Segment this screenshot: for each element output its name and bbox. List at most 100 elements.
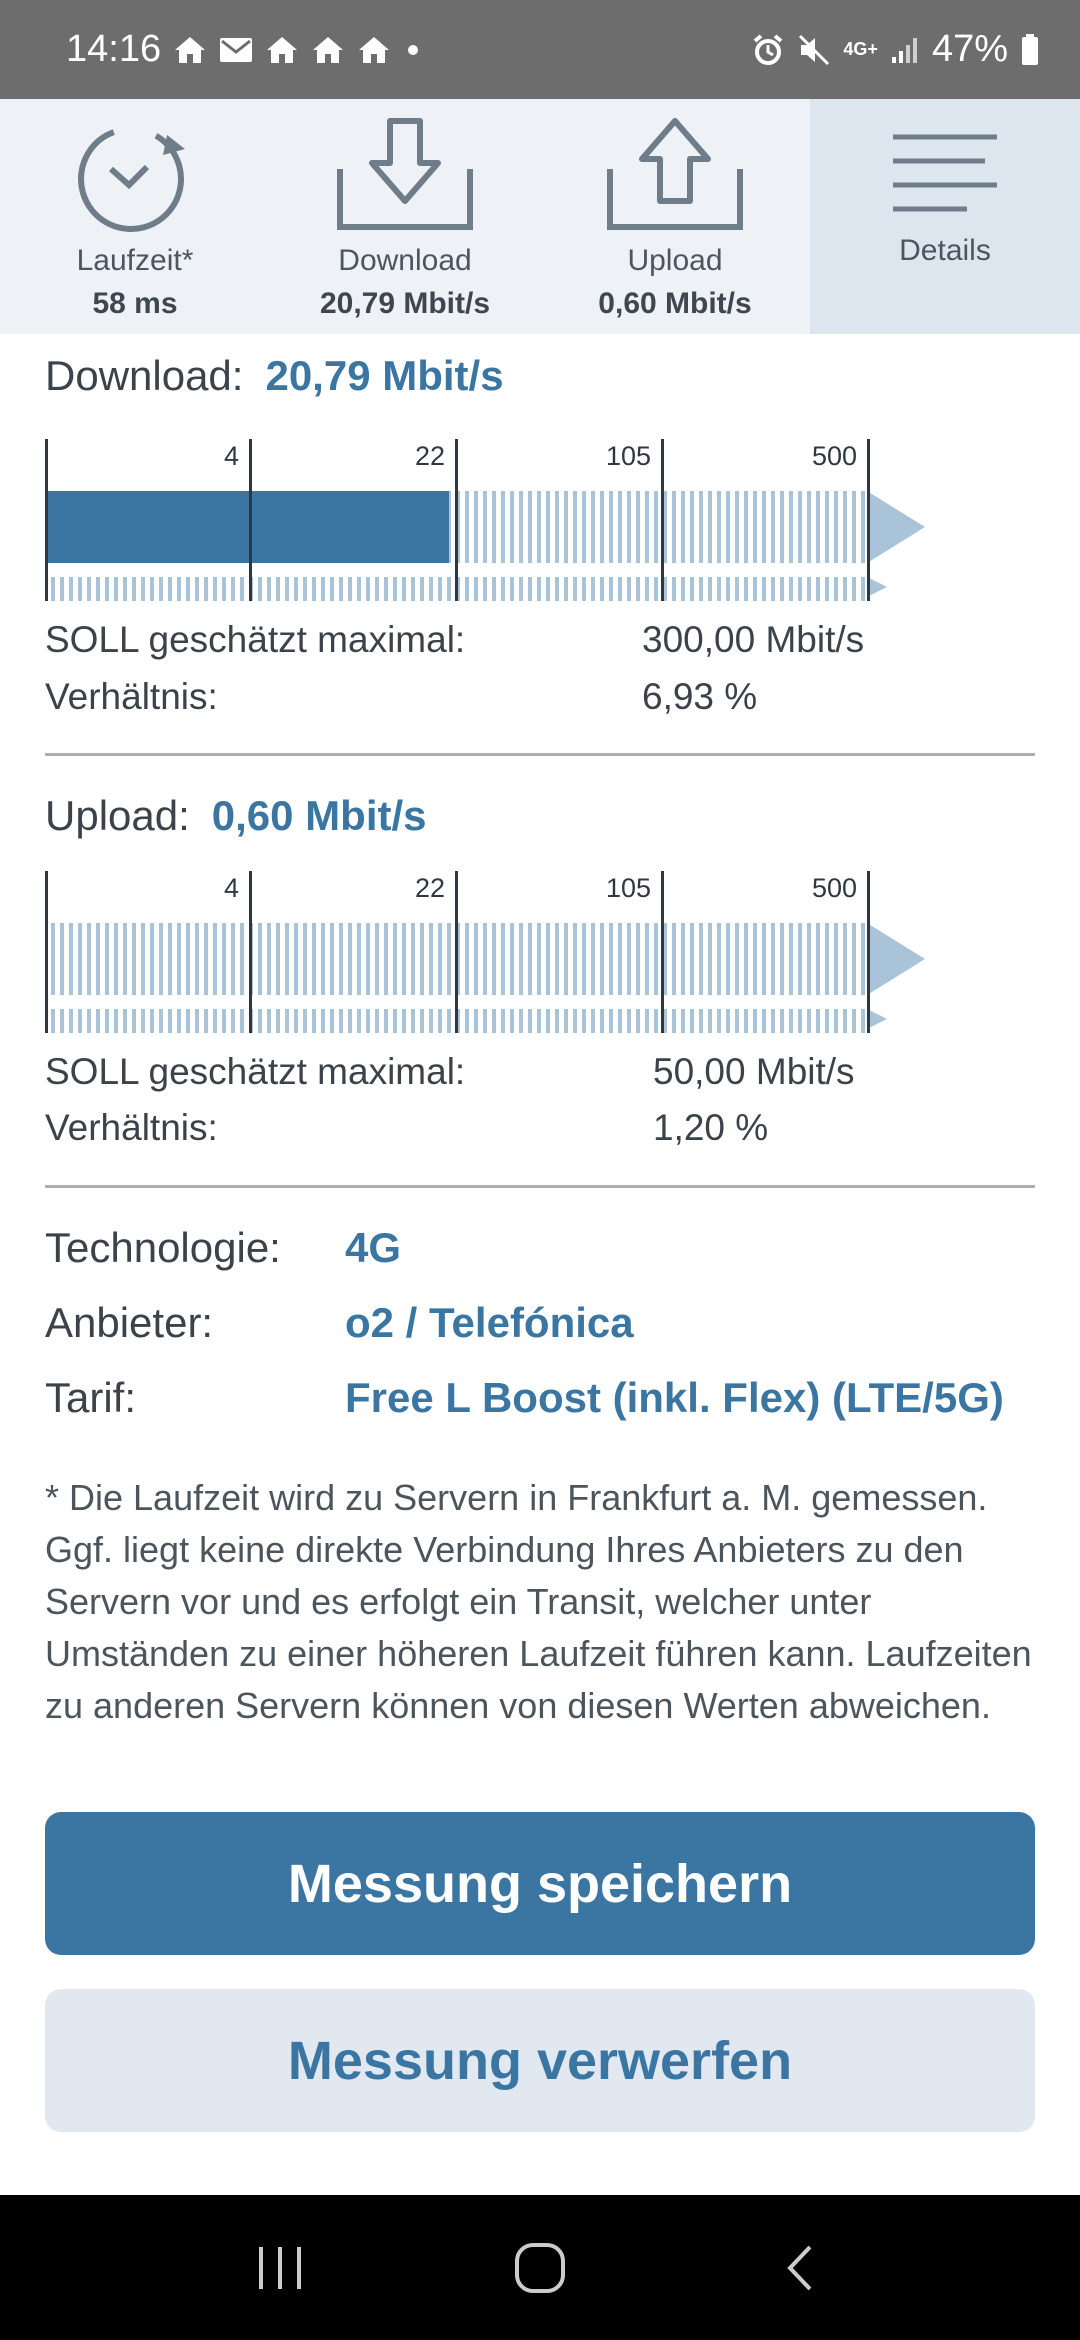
back-button[interactable] bbox=[740, 2218, 860, 2318]
gauge-stripe bbox=[780, 491, 784, 563]
gauge-stripe bbox=[582, 491, 586, 563]
gauge-stripe bbox=[663, 491, 667, 563]
gauge-stripe bbox=[501, 923, 505, 995]
tab-download[interactable]: Download 20,79 Mbit/s bbox=[270, 99, 540, 334]
gauge-stripe bbox=[474, 491, 478, 563]
gauge-arrow-small bbox=[867, 1009, 887, 1029]
gauge-tick bbox=[249, 871, 252, 1033]
gauge-stripe bbox=[744, 577, 748, 601]
gauge-stripe bbox=[132, 923, 136, 995]
gauge-stripe bbox=[744, 1009, 748, 1033]
gauge-stripe bbox=[735, 923, 739, 995]
gauge-arrow-large bbox=[867, 491, 925, 563]
gauge-stripe bbox=[753, 577, 757, 601]
gauge-stripe bbox=[519, 923, 523, 995]
gauge-stripe bbox=[537, 923, 541, 995]
gauge-stripe bbox=[861, 577, 865, 601]
gauge-scale-label: 22 bbox=[415, 873, 445, 903]
gauge-stripes-top bbox=[51, 923, 865, 995]
gauge-stripe bbox=[222, 577, 226, 601]
gauge-stripe bbox=[618, 923, 622, 995]
gauge-stripe bbox=[744, 923, 748, 995]
info-tariff: Tarif: Free L Boost (inkl. Flex) (LTE/5G… bbox=[45, 1374, 1004, 1422]
gauge-stripe bbox=[780, 577, 784, 601]
gauge-stripe bbox=[195, 923, 199, 995]
gauge-scale-label: 105 bbox=[606, 441, 651, 471]
gauge-stripe bbox=[348, 577, 352, 601]
gauge-stripe bbox=[510, 923, 514, 995]
gauge-stripe bbox=[555, 923, 559, 995]
tab-upload[interactable]: Upload 0,60 Mbit/s bbox=[540, 99, 810, 334]
gauge-stripe bbox=[213, 1009, 217, 1033]
gauge-stripe bbox=[861, 1009, 865, 1033]
gauge-stripe bbox=[474, 1009, 478, 1033]
gauge-stripe bbox=[411, 577, 415, 601]
gauge-stripe bbox=[267, 577, 271, 601]
gauge-stripe bbox=[465, 577, 469, 601]
gauge-stripe bbox=[564, 577, 568, 601]
status-right: 4G+ 47% bbox=[751, 28, 1040, 71]
gauge-stripe bbox=[636, 577, 640, 601]
tab-laufzeit-value: 58 ms bbox=[92, 287, 178, 320]
gauge-stripe bbox=[357, 577, 361, 601]
home-icon bbox=[313, 36, 344, 63]
gauge-stripe bbox=[339, 577, 343, 601]
upload-soll-label: SOLL geschätzt maximal: bbox=[45, 1051, 466, 1092]
download-value: 20,79 Mbit/s bbox=[265, 352, 504, 399]
gauge-stripe bbox=[492, 491, 496, 563]
gauge-stripe bbox=[663, 923, 667, 995]
gauge-stripe bbox=[195, 577, 199, 601]
gauge-stripe bbox=[762, 577, 766, 601]
gauge-stripe bbox=[429, 1009, 433, 1033]
gauge-stripe bbox=[330, 923, 334, 995]
gauge-stripe bbox=[474, 577, 478, 601]
gauge-stripe bbox=[825, 1009, 829, 1033]
gauge-stripe bbox=[798, 491, 802, 563]
gauge-stripe bbox=[96, 1009, 100, 1033]
gauge-stripe bbox=[186, 577, 190, 601]
alarm-icon bbox=[754, 33, 783, 65]
gauge-stripe bbox=[834, 577, 838, 601]
gauge-stripe bbox=[708, 923, 712, 995]
gauge-stripe bbox=[717, 923, 721, 995]
home-button[interactable] bbox=[480, 2218, 600, 2318]
gauge-tick bbox=[867, 871, 870, 1033]
gauge-stripe bbox=[573, 923, 577, 995]
gauge-stripe bbox=[483, 491, 487, 563]
gauge-stripe bbox=[294, 577, 298, 601]
upload-heading: Upload: 0,60 Mbit/s bbox=[45, 792, 427, 840]
menu-lines-icon bbox=[810, 117, 1080, 247]
download-icon bbox=[270, 117, 540, 247]
gauge-stripe bbox=[240, 1009, 244, 1033]
tab-laufzeit[interactable]: Laufzeit* 58 ms bbox=[0, 99, 270, 334]
gauge-stripe bbox=[726, 577, 730, 601]
gauge-stripe bbox=[519, 1009, 523, 1033]
gauge-stripe bbox=[780, 1009, 784, 1033]
gauge-stripe bbox=[600, 923, 604, 995]
gauge-stripe bbox=[681, 577, 685, 601]
gauge-stripe bbox=[411, 1009, 415, 1033]
gauge-stripe bbox=[717, 491, 721, 563]
gauge-stripe bbox=[384, 923, 388, 995]
gauge-tick bbox=[45, 439, 48, 601]
tab-details[interactable]: Details bbox=[810, 99, 1080, 334]
upload-ratio-value: 1,20 % bbox=[653, 1107, 769, 1148]
gauge-stripe bbox=[636, 491, 640, 563]
gauge-stripe bbox=[78, 923, 82, 995]
gauge-stripe bbox=[105, 577, 109, 601]
gauge-stripe bbox=[240, 923, 244, 995]
gauge-stripe bbox=[69, 923, 73, 995]
gauge-stripe bbox=[573, 577, 577, 601]
gauge-stripe bbox=[582, 1009, 586, 1033]
discard-measurement-button[interactable]: Messung verwerfen bbox=[45, 1989, 1035, 2132]
gauge-stripe bbox=[816, 577, 820, 601]
recent-apps-button[interactable] bbox=[220, 2218, 340, 2318]
gauge-stripe bbox=[825, 491, 829, 563]
gauge-stripe bbox=[636, 1009, 640, 1033]
gauge-stripe bbox=[51, 923, 55, 995]
info-tariff-label: Tarif: bbox=[45, 1374, 137, 1421]
gauge-tick bbox=[455, 871, 458, 1033]
gauge-stripe bbox=[312, 923, 316, 995]
gauge-stripe bbox=[375, 1009, 379, 1033]
save-measurement-button[interactable]: Messung speichern bbox=[45, 1812, 1035, 1955]
